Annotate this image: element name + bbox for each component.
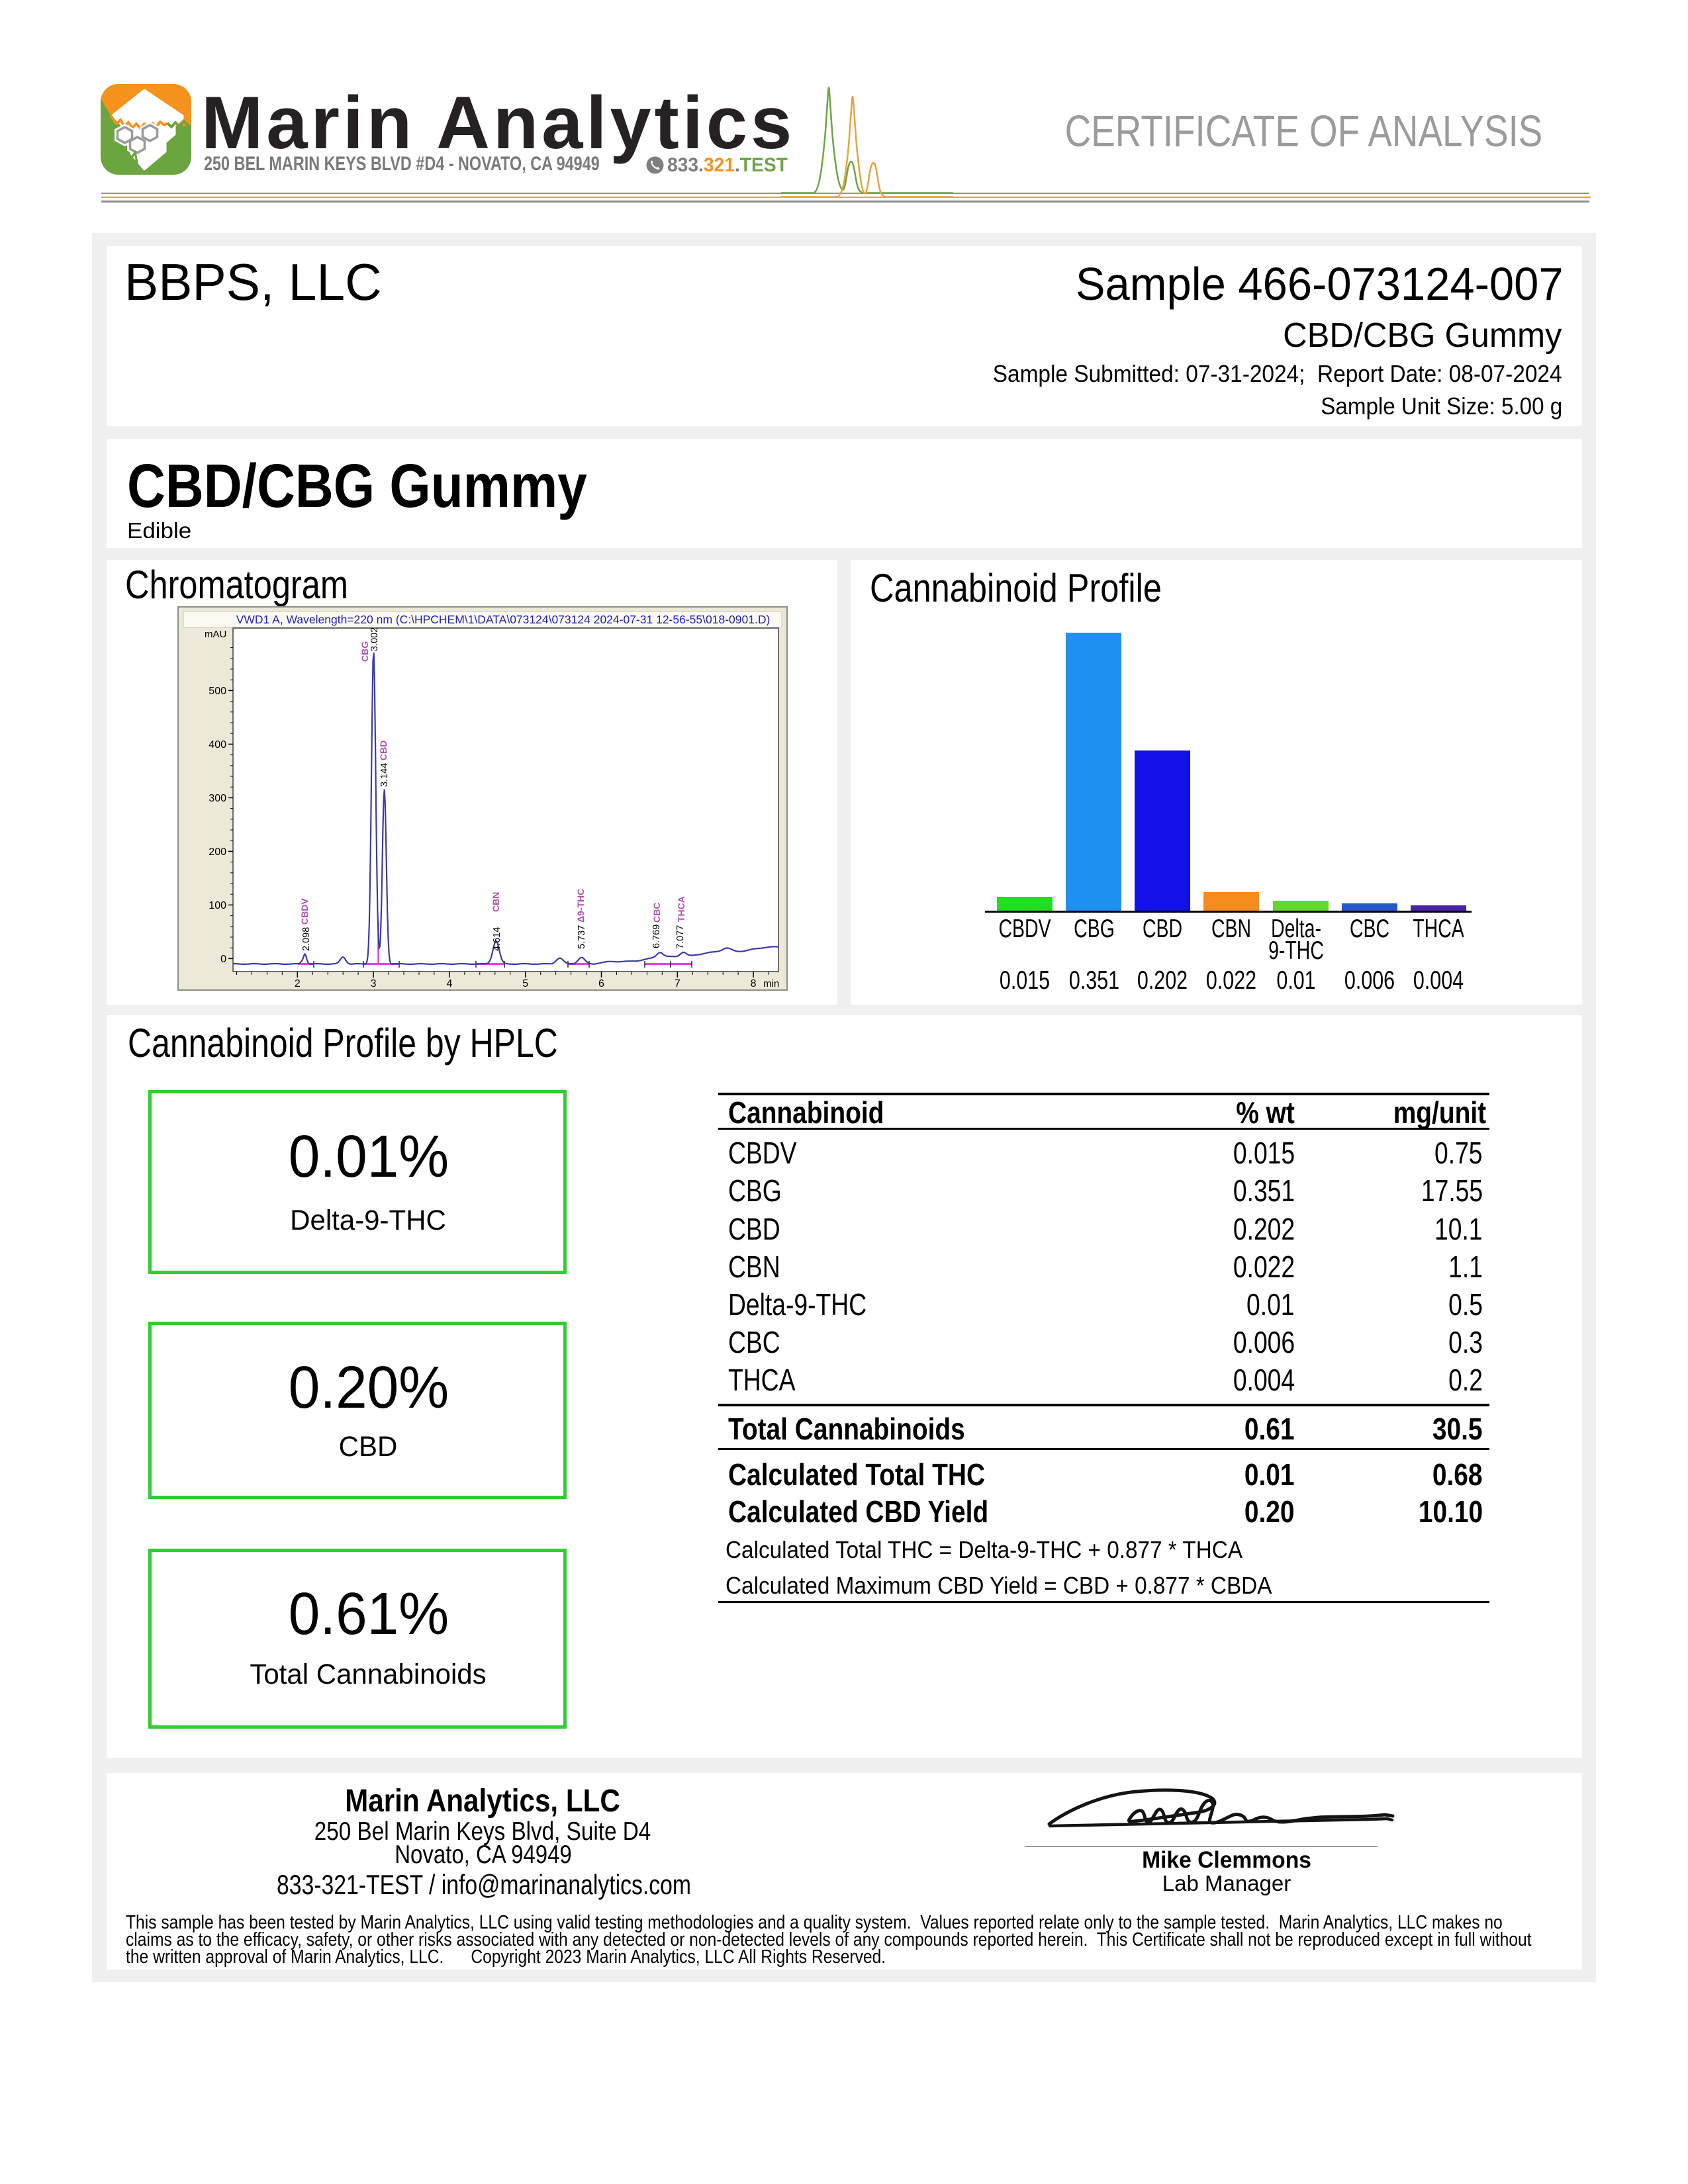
svg-text:6.769: 6.769 [651,925,662,948]
svg-text:5.737: 5.737 [577,925,587,949]
svg-text:CBC: CBC [651,903,662,923]
svg-text:7: 7 [675,978,680,989]
svg-text:4.614: 4.614 [492,927,502,951]
svg-text:CBN: CBN [491,892,501,912]
svg-text:min: min [763,978,779,989]
svg-text:CBDV: CBDV [299,898,310,925]
svg-text:3: 3 [371,978,377,989]
svg-text:500: 500 [209,686,226,697]
svg-text:CBG: CBG [359,641,370,662]
svg-text:THCA: THCA [676,896,686,922]
svg-text:2: 2 [295,978,301,989]
svg-text:400: 400 [209,739,226,751]
svg-text:VWD1 A, Wavelength=220 nm (C:\: VWD1 A, Wavelength=220 nm (C:\HPCHEM\1\D… [236,613,771,626]
svg-text:Δ9-THC: Δ9-THC [575,889,586,923]
svg-text:4: 4 [446,978,452,989]
svg-text:5: 5 [522,978,528,989]
svg-text:300: 300 [209,793,226,804]
svg-text:0: 0 [220,954,226,965]
svg-text:6: 6 [598,978,604,989]
svg-text:3.002: 3.002 [369,627,380,651]
svg-text:8: 8 [751,978,757,989]
svg-text:2.098: 2.098 [301,927,312,951]
svg-text:100: 100 [209,900,226,911]
svg-text:7.077: 7.077 [675,925,686,949]
svg-text:CBD: CBD [378,741,389,760]
svg-text:mAU: mAU [205,629,226,640]
svg-text:200: 200 [209,846,226,858]
svg-text:3.144: 3.144 [379,763,390,787]
